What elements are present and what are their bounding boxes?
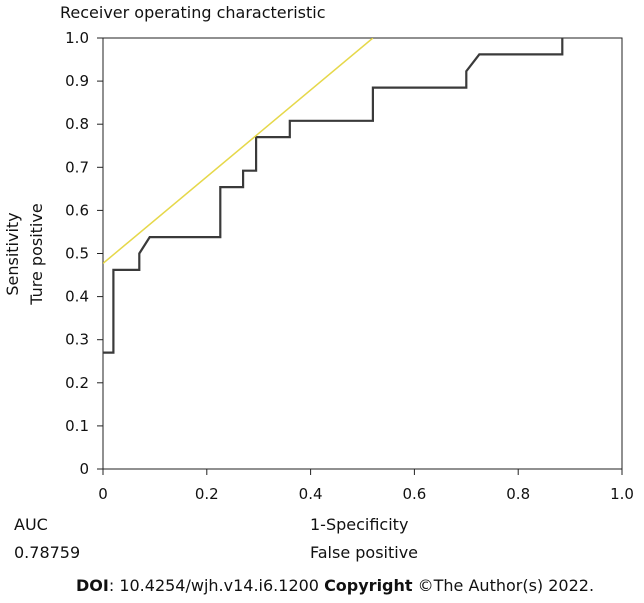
y-tick-label: 0.2 [65, 374, 89, 392]
doi-label: DOI [76, 576, 109, 595]
y-tick-label: 0.5 [65, 245, 89, 263]
plot-area: 0 0.1 0.2 0.3 0.4 0.5 0.6 0.7 0.8 0.9 1.0 0 0.2 0.4 0.… [65, 29, 634, 503]
y-tick-label: 0.3 [65, 331, 89, 349]
auc-value: 0.78759 [14, 543, 80, 562]
x-axis-sublabel: False positive [310, 543, 418, 562]
reference-line [103, 38, 374, 264]
x-tick-label: 0.2 [195, 485, 219, 503]
copyright-value: ©The Author(s) 2022. [413, 576, 595, 595]
y-tick-label: 0.9 [65, 72, 89, 90]
copyright-label: Copyright [324, 576, 413, 595]
x-tick-label: 1.0 [610, 485, 634, 503]
y-tick-label: 0 [79, 460, 89, 478]
x-axis-label: 1-Specificity [310, 515, 408, 534]
plot-frame [102, 37, 623, 470]
x-tick-label: 0 [98, 485, 108, 503]
y-tick-label: 0.4 [65, 288, 89, 306]
footer-citation: DOI: 10.4254/wjh.v14.i6.1200 Copyright ©… [76, 576, 594, 595]
x-tick-label: 0.4 [299, 485, 323, 503]
x-tick-label: 0.8 [506, 485, 530, 503]
chart-title: Receiver operating characteristic [60, 3, 326, 22]
y-tick-label: 0.7 [65, 158, 89, 176]
y-axis-label: Sensitivity [3, 212, 22, 295]
y-tick-label: 0.8 [65, 115, 89, 133]
y-tick-label: 0.1 [65, 417, 89, 435]
y-axis-sublabel: Ture positive [27, 203, 46, 305]
x-tick-label: 0.6 [402, 485, 426, 503]
auc-label: AUC [14, 515, 48, 534]
roc-curve [103, 38, 564, 354]
y-tick-label: 1.0 [65, 29, 89, 47]
y-tick-label: 0.6 [65, 201, 89, 219]
doi-value: : 10.4254/wjh.v14.i6.1200 [109, 576, 324, 595]
